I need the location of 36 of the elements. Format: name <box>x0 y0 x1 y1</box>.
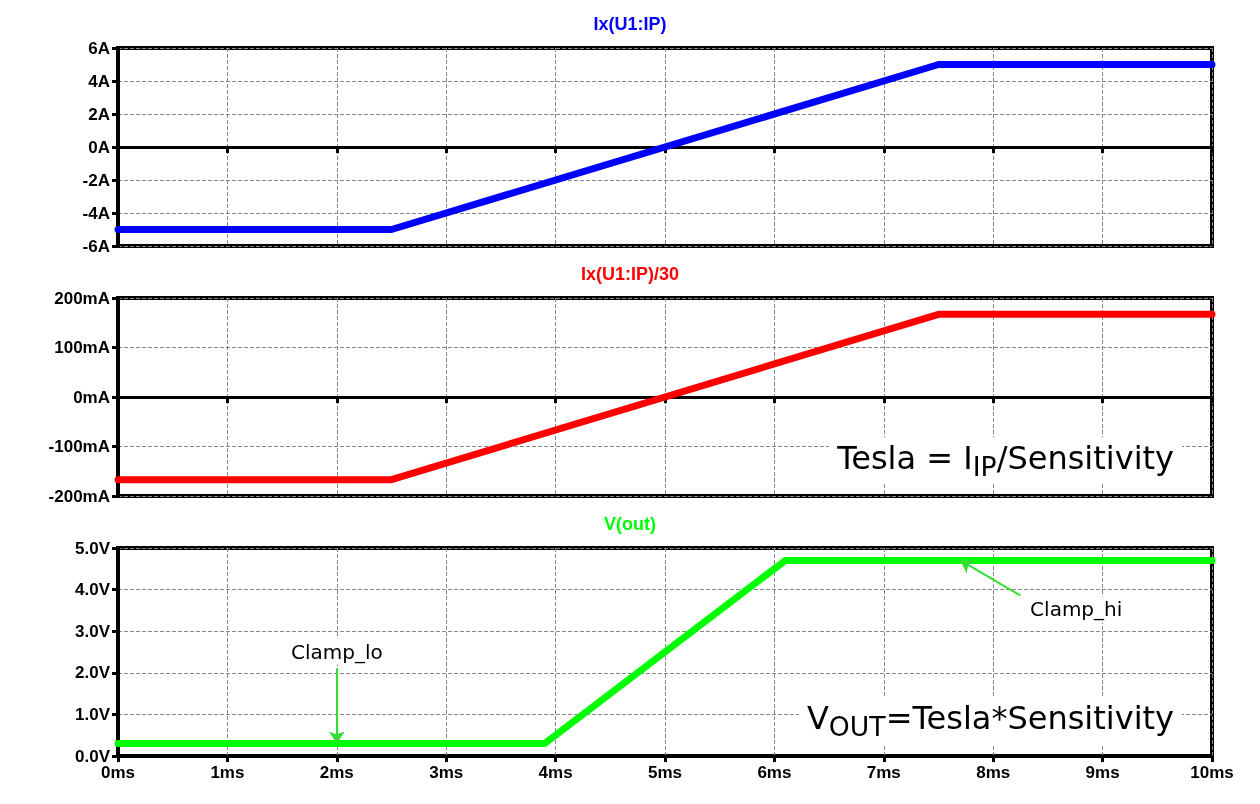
y-tick-label: 2.0V <box>75 663 111 683</box>
y-tick-label: 0A <box>88 137 110 157</box>
y-tick-label: 4A <box>88 71 110 91</box>
y-tick-label: 1.0V <box>75 704 111 724</box>
y-tick-label: 4.0V <box>75 580 111 600</box>
y-tick-label: -6A <box>82 236 110 256</box>
y-tick-label: 3.0V <box>75 621 111 641</box>
y-tick-label: -4A <box>82 203 110 223</box>
x-tick-label: 9ms <box>1085 763 1120 782</box>
annotation: Tesla = I$_{IP}$/Sensitivity <box>829 436 1182 484</box>
y-tick-label: 6A <box>88 38 110 58</box>
y-tick-label: 100mA <box>54 338 110 357</box>
x-tick-label: 1ms <box>210 763 245 782</box>
x-tick-label: 0ms <box>100 763 136 782</box>
x-tick-label: 10ms <box>1190 763 1234 782</box>
y-tick-label: -200mA <box>48 486 110 506</box>
y-tick-label: 2A <box>88 104 110 124</box>
annotation: Clamp_lo <box>290 639 383 664</box>
y-tick-label: 5.0V <box>75 538 111 558</box>
annotation: Clamp_hi <box>1030 597 1123 622</box>
chart-title: Ix(U1:IP) <box>593 14 667 34</box>
y-tick-label: -100mA <box>48 437 110 456</box>
annotation: V$_{OUT}$=Tesla*Sensitivity <box>798 696 1182 744</box>
x-tick-label: 8ms <box>976 763 1011 782</box>
x-tick-label: 3ms <box>429 763 464 782</box>
x-tick-label: 2ms <box>319 763 354 782</box>
x-tick-label: 4ms <box>538 763 573 782</box>
y-tick-label: 200mA <box>54 288 110 308</box>
x-tick-label: 7ms <box>866 763 901 782</box>
y-tick-label: 0mA <box>73 387 110 407</box>
y-tick-label: -2A <box>82 170 110 190</box>
x-tick-label: 5ms <box>647 763 683 782</box>
y-tick-label: 0.0V <box>75 746 111 766</box>
x-tick-label: 6ms <box>757 763 792 782</box>
chart-title: V(out) <box>604 514 656 534</box>
chart-title: Ix(U1:IP)/30 <box>580 264 680 284</box>
